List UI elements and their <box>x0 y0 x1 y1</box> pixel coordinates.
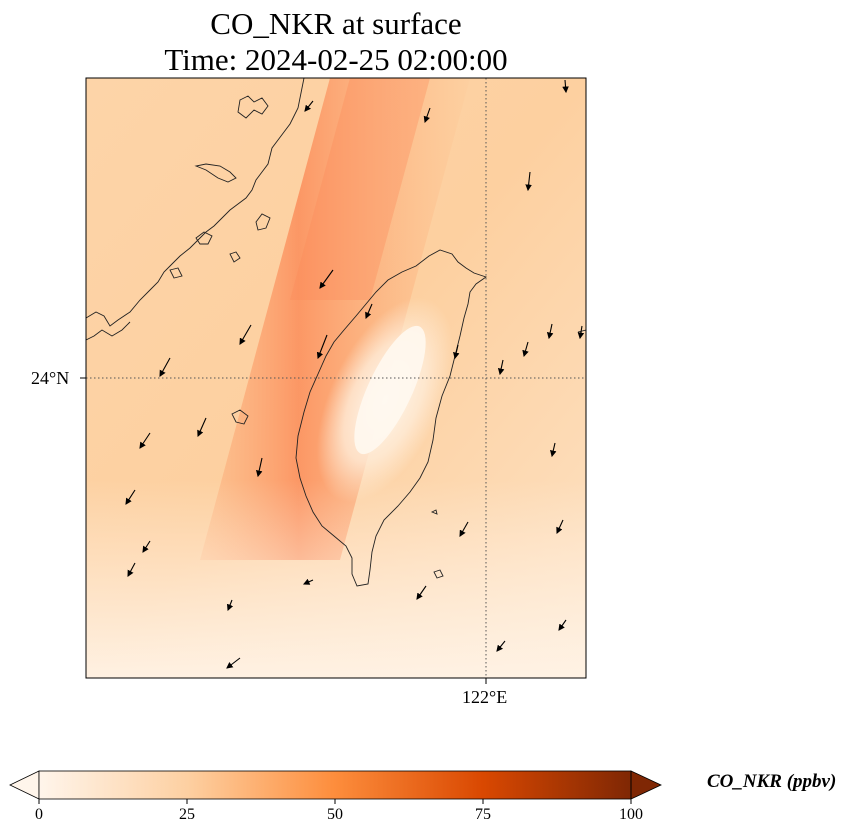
wind-arrow <box>255 457 263 478</box>
colorbar-label: CO_NKR (ppbv) <box>707 771 837 792</box>
wind-arrow <box>226 657 241 669</box>
wind-arrow <box>577 325 585 340</box>
title-line-1: CO_NKR at surface <box>210 6 462 41</box>
wind-arrow <box>459 521 469 537</box>
island-minimum <box>354 325 426 455</box>
concentration-plume <box>200 78 470 560</box>
coastlines <box>86 78 586 587</box>
east-islets <box>430 329 586 579</box>
wind-arrow <box>522 341 529 358</box>
wind-arrow <box>453 344 460 360</box>
wind-arrow <box>226 599 234 612</box>
map-title: CO_NKR at surface Time: 2024-02-25 02:00… <box>86 6 586 78</box>
wind-arrow <box>550 442 557 458</box>
wind-arrow <box>416 585 427 600</box>
wind-vectors <box>125 79 585 669</box>
wind-arrow <box>142 540 151 553</box>
taiwan-coastline <box>295 249 487 587</box>
wind-arrow <box>365 303 373 320</box>
wind-arrow <box>525 171 532 192</box>
lon-tick-label: 122°E <box>462 687 508 707</box>
colorbar-tick-label: 100 <box>619 806 643 823</box>
colorbar-extend-low <box>9 770 40 800</box>
lat-tick-label: 24°N <box>31 368 70 388</box>
wind-arrow <box>304 100 314 112</box>
china-coastline <box>86 78 305 425</box>
colorbar-extend-high <box>630 770 662 800</box>
colorbar-tick-label: 50 <box>327 806 343 823</box>
title-line-2: Time: 2024-02-25 02:00:00 <box>164 42 508 77</box>
wind-arrow <box>562 79 569 94</box>
colorbar-ticks <box>38 799 632 804</box>
wind-arrow <box>497 359 505 376</box>
wind-arrow <box>556 519 564 534</box>
wind-arrow <box>319 269 334 289</box>
colorbar-tick-label: 75 <box>475 806 491 823</box>
wind-arrow <box>558 619 567 631</box>
plume-core <box>290 78 430 300</box>
wind-arrow <box>127 562 136 577</box>
wind-arrow <box>316 334 328 360</box>
wind-arrow <box>139 432 151 449</box>
wind-arrow <box>239 324 252 345</box>
wind-arrow <box>546 323 554 340</box>
wind-arrow <box>125 489 136 505</box>
wind-arrow <box>197 417 207 438</box>
colorbar-tick-label: 0 <box>35 806 43 823</box>
wind-arrow <box>496 640 506 652</box>
wind-arrow <box>423 107 431 124</box>
colorbar-gradient <box>39 771 631 799</box>
wind-arrow <box>159 357 171 377</box>
wind-arrow <box>302 578 314 585</box>
colorbar-tick-label: 25 <box>179 806 195 823</box>
